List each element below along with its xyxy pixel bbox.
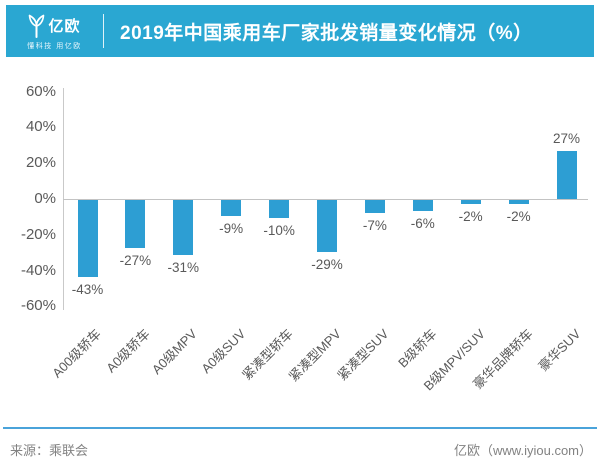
- bar-value-label: -31%: [167, 260, 200, 276]
- bar-value-label: 27%: [552, 130, 581, 146]
- y-axis-tick-label: -20%: [20, 225, 56, 243]
- y-axis-line: [63, 88, 64, 310]
- x-axis-label: 紧凑型SUV: [334, 326, 392, 384]
- bar-value-label: -2%: [506, 208, 531, 224]
- site-label: 亿欧（www.iyiou.com）: [454, 443, 592, 458]
- y-axis-tick-label: 40%: [25, 118, 56, 136]
- x-axis-label: A00级轿车: [49, 326, 105, 381]
- bar: [317, 200, 337, 252]
- y-axis-tick-label: -40%: [20, 261, 56, 279]
- bar-value-label: -2%: [458, 208, 483, 224]
- bar: [125, 200, 146, 249]
- y-axis-tick-label: 20%: [25, 154, 56, 172]
- eo-logo-icon: [28, 14, 45, 38]
- bar: [77, 200, 98, 277]
- header-banner: 亿欧 懂科技 用亿欧 2019年中国乘用车厂家批发销量变化情况（%）: [6, 5, 594, 57]
- y-axis-tick-label: 60%: [25, 82, 56, 100]
- bar-value-label: -27%: [119, 253, 152, 269]
- bar-value-label: -43%: [71, 281, 104, 297]
- y-axis-tick-label: -60%: [20, 297, 56, 315]
- bar: [508, 200, 529, 204]
- footer-divider-line: [3, 427, 597, 429]
- header-divider: [103, 14, 104, 48]
- chart-title: 2019年中国乘用车厂家批发销量变化情况（%）: [120, 22, 533, 44]
- y-axis-tick-label: 0%: [34, 190, 56, 207]
- bar-value-label: -7%: [362, 217, 387, 233]
- bar: [460, 200, 481, 204]
- bar-value-label: -29%: [311, 256, 343, 272]
- bar-value-label: -9%: [219, 221, 244, 237]
- logo-text: 亿欧: [48, 18, 81, 35]
- zero-baseline: [63, 199, 588, 200]
- x-axis-label: A0级轿车: [102, 326, 153, 376]
- bar-value-label: -6%: [410, 215, 435, 231]
- x-axis-label: 豪华SUV: [535, 326, 584, 374]
- bar: [412, 200, 433, 211]
- bar: [364, 200, 385, 213]
- bar-value-label: -10%: [263, 222, 295, 238]
- logo-tagline: 懂科技 用亿欧: [27, 42, 82, 50]
- bar: [221, 200, 242, 217]
- source-label: 来源：乘联会: [10, 443, 89, 458]
- bar-chart: 60% 40% 20% 0% -20% -40% -60% -43% A00级轿车 -27% A0级…: [0, 57, 600, 425]
- x-axis-label: A0级MPV: [149, 326, 201, 378]
- bar: [173, 200, 194, 256]
- bar: [269, 200, 290, 218]
- logo: 亿欧 懂科技 用亿欧: [6, 12, 103, 51]
- bar: [556, 150, 577, 199]
